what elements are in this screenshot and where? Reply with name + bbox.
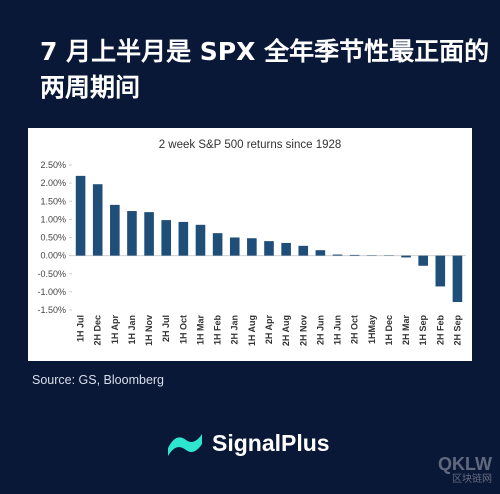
x-tick-label: 1H Aug [247, 315, 257, 346]
x-tick-label: 2H Jul [161, 315, 171, 342]
x-tick-label: 2H Jun [315, 315, 325, 345]
logo-text: SignalPlus [212, 429, 330, 456]
x-tick-label: 2H Jan [230, 315, 240, 345]
x-tick-label: 2H Dec [93, 315, 103, 346]
x-tick-label: 1H Nov [144, 315, 154, 346]
x-tick-label: 1H Apr [110, 315, 120, 345]
watermark: QKLW 区块链网 [438, 454, 492, 488]
x-tick-label: 1H Jul [76, 315, 86, 342]
bar [212, 233, 223, 256]
bar [452, 255, 463, 303]
headline-line: 7 月上半月是 SPX 全年季节性最正面的 [40, 37, 490, 66]
bar [264, 241, 274, 256]
bar [349, 254, 360, 256]
logo-icon [168, 434, 202, 456]
x-tick-label: 1H Feb [213, 315, 223, 346]
bar [75, 175, 86, 256]
x-tick-label: 2H Apr [264, 315, 274, 345]
bar [178, 221, 189, 256]
bar [418, 255, 428, 266]
bar [92, 184, 103, 256]
y-tick-label: 2.00% [40, 178, 66, 188]
x-tick-label: 2H Feb [435, 315, 445, 346]
bar [298, 245, 309, 256]
x-tick-label: 1H Mar [195, 315, 205, 346]
headline-line: 两周期间 [40, 73, 141, 102]
bar [195, 224, 206, 256]
bar [435, 255, 446, 287]
y-tick-label: 1.00% [40, 214, 66, 224]
bar [281, 242, 291, 256]
bar [401, 255, 411, 258]
bar [247, 238, 257, 256]
bar [332, 254, 343, 256]
bar [144, 212, 154, 256]
x-tick-label: 1H Jun [333, 315, 343, 345]
chart-panel: 2 week S&P 500 returns since 1928 2.50% 2… [28, 128, 472, 361]
bar [161, 220, 172, 256]
x-tick-label: 2H Oct [350, 315, 360, 344]
watermark-main: QKLW [438, 454, 492, 474]
bar [315, 250, 326, 256]
y-tick-label: -0.50% [37, 269, 66, 279]
watermark-sub: 区块链网 [452, 474, 492, 485]
headline: 7 月上半月是 SPX 全年季节性最正面的 两周期间 [40, 34, 489, 106]
chart: 2 week S&P 500 returns since 1928 2.50% 2… [37, 139, 466, 346]
source: Source: GS, Bloomberg [32, 373, 165, 387]
y-tick-label: -1.50% [37, 305, 66, 315]
logo: SignalPlus [166, 428, 330, 458]
x-tick-label: 2H Sep [452, 315, 462, 346]
x-tick-label: 1H Oct [178, 315, 188, 344]
x-tick-label: 2H Aug [281, 315, 291, 346]
x-tick-label: 1H Jan [127, 315, 137, 345]
y-tick-label: -1.00% [37, 287, 66, 297]
y-tick-label: 1.50% [40, 196, 66, 206]
y-tick-label: 0.50% [40, 233, 66, 243]
bar [127, 211, 137, 256]
x-tick-label: 1HMay [367, 315, 377, 344]
chart-title: 2 week S&P 500 returns since 1928 [159, 139, 342, 151]
x-tick-label: 2H Mar [401, 315, 411, 346]
x-tick-label: 1H Dec [384, 315, 394, 346]
bar [110, 204, 120, 256]
bar [229, 237, 240, 256]
x-tick-label: 1H Sep [418, 315, 428, 346]
y-tick-label: 2.50% [40, 160, 66, 170]
x-tick-label: 2H Nov [298, 315, 308, 346]
y-tick-label: 0.00% [40, 251, 66, 261]
